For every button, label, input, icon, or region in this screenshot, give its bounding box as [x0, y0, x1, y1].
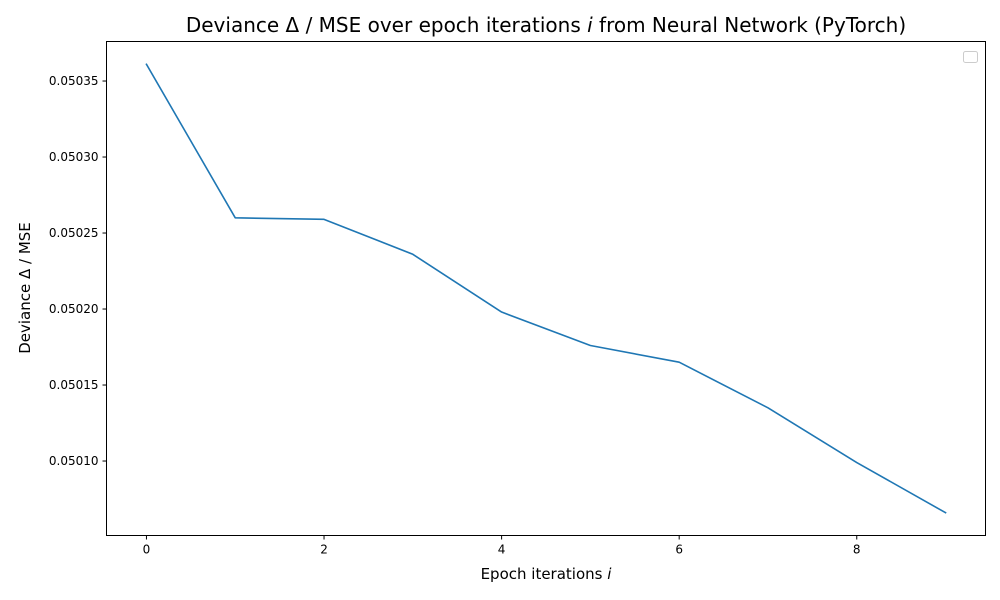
x-tick-label: 4	[498, 543, 506, 557]
x-tick-label: 8	[853, 543, 861, 557]
legend-box	[963, 51, 978, 63]
y-tick-label: 0.05020	[49, 302, 99, 316]
chart-title: Deviance Δ / MSE over epoch iterations i…	[186, 13, 906, 37]
y-axis-ticks: 0.05010 0.05015 0.05020 0.05025 0.05030 0.050…	[49, 74, 107, 468]
y-axis-label: Deviance Δ / MSE	[16, 222, 34, 354]
x-tick-label: 0	[143, 543, 151, 557]
plot-frame	[106, 41, 986, 536]
y-tick-label: 0.05010	[49, 454, 99, 468]
series-line	[145, 63, 947, 514]
x-axis-label: Epoch iterations i	[481, 565, 613, 583]
y-tick-label: 0.05015	[49, 378, 99, 392]
y-tick-label: 0.05025	[49, 226, 99, 240]
y-tick-label: 0.05035	[49, 74, 99, 88]
x-tick-label: 2	[320, 543, 328, 557]
x-tick-label: 6	[675, 543, 683, 557]
x-axis-ticks: 0 2 4 6 8	[143, 535, 861, 557]
y-tick-label: 0.05030	[49, 150, 99, 164]
